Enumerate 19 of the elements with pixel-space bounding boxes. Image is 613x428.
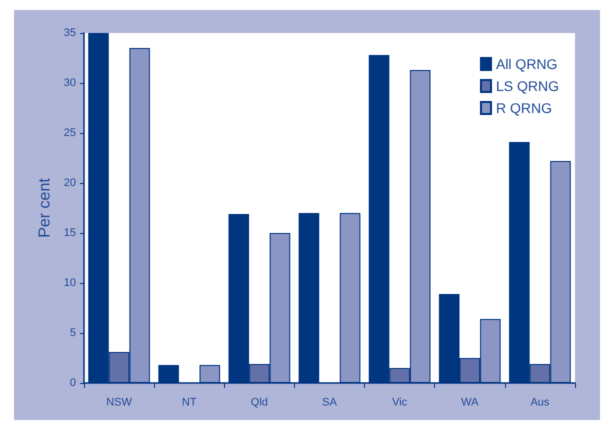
y-tick-label: 0 [70,377,76,389]
y-tick-label: 10 [64,277,76,289]
legend-label: All QRNG [496,56,558,72]
y-tick-label: 20 [64,177,76,189]
x-tick-label: Vic [392,396,408,408]
x-tick-label: NSW [106,396,133,408]
legend-label: R QRNG [496,100,552,116]
y-axis-title: Per cent [36,178,54,238]
x-tick-label: Qld [250,396,268,408]
x-tick-label: NT [182,396,197,408]
x-tick-label: Aus [530,396,550,408]
legend-label: LS QRNG [496,78,559,94]
y-tick-label: 25 [64,127,76,139]
x-tick-label: SA [322,396,338,408]
y-tick-label: 5 [70,327,76,339]
x-tick-label: WA [461,396,480,408]
y-tick-label: 35 [64,27,76,39]
y-tick-label: 15 [64,227,76,239]
y-tick-label: 30 [64,77,76,89]
